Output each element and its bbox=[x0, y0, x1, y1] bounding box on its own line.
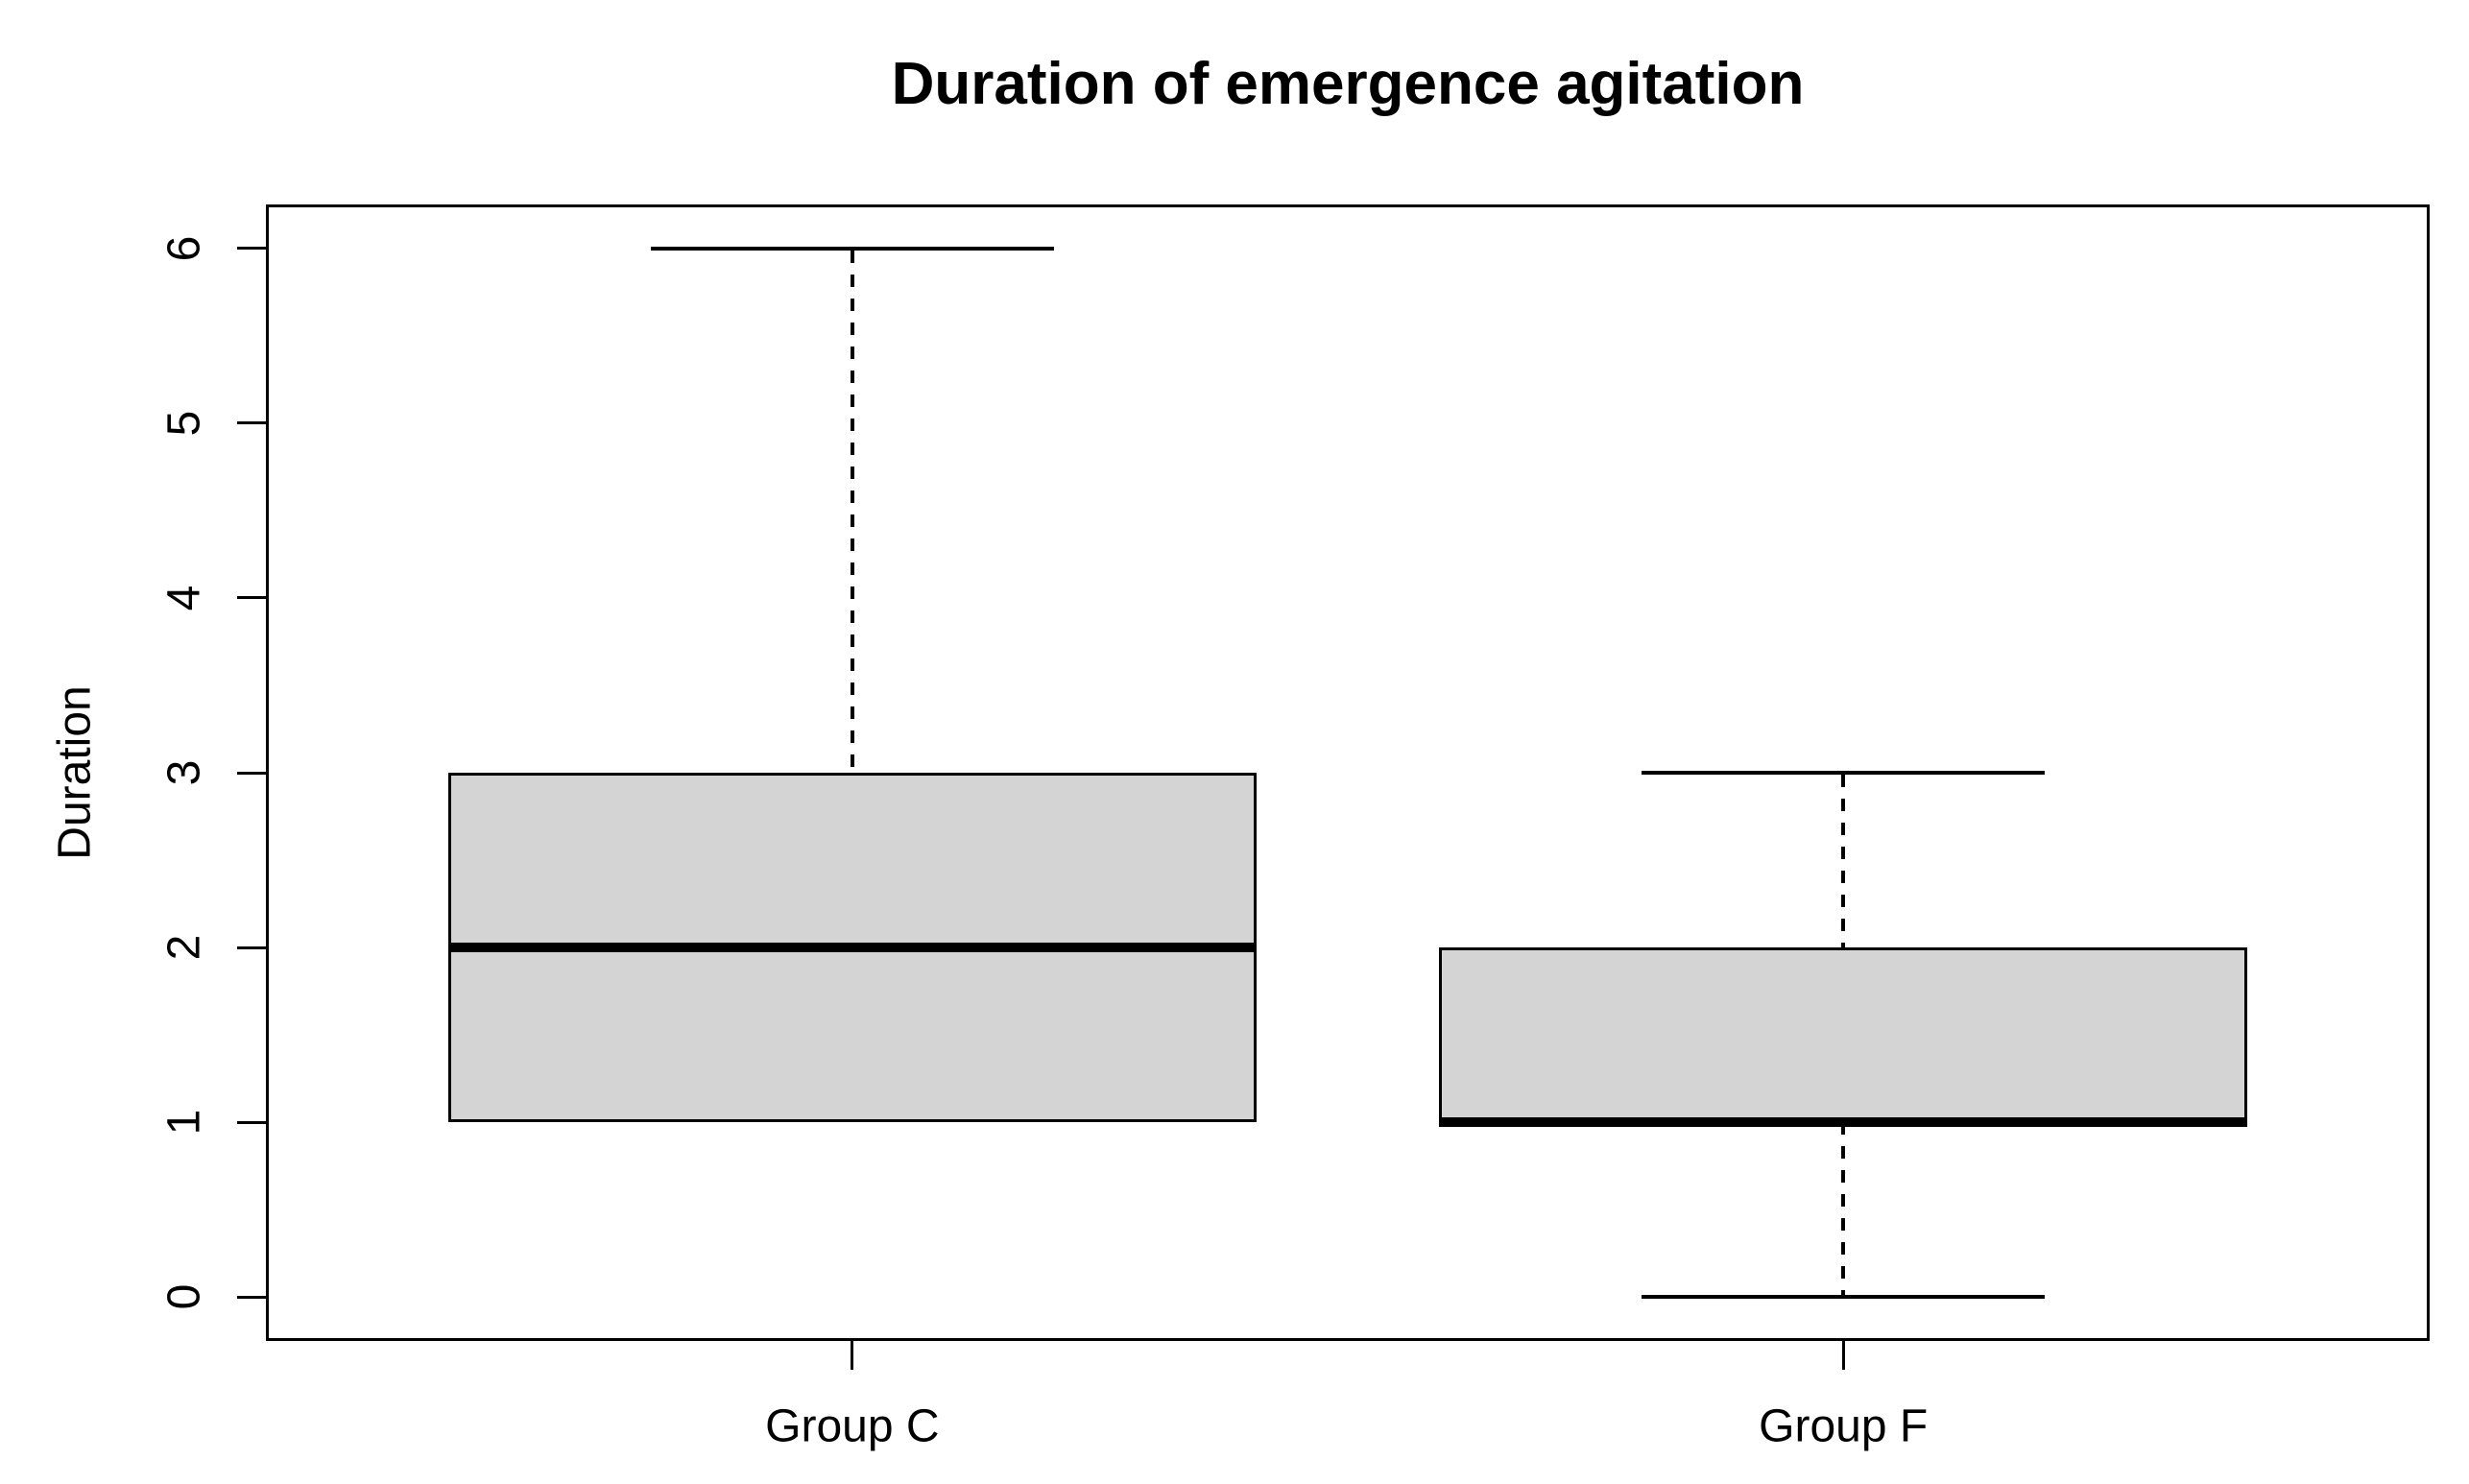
x-tick bbox=[851, 1341, 854, 1370]
y-tick-label: 1 bbox=[158, 1109, 210, 1136]
y-tick-label: 4 bbox=[158, 585, 210, 611]
iqr-box bbox=[1439, 947, 2248, 1123]
y-tick bbox=[237, 945, 266, 949]
y-tick bbox=[237, 1120, 266, 1124]
y-tick-label: 3 bbox=[158, 759, 210, 786]
y-tick-label: 6 bbox=[158, 235, 210, 261]
y-tick-label: 5 bbox=[158, 410, 210, 437]
y-tick-label: 0 bbox=[158, 1284, 210, 1310]
y-tick bbox=[237, 596, 266, 600]
chart-title: Duration of emergence agitation bbox=[891, 51, 1805, 117]
y-tick bbox=[237, 1295, 266, 1299]
y-tick bbox=[237, 771, 266, 775]
x-tick-label: Group F bbox=[1759, 1400, 1929, 1452]
y-axis-label: Duration bbox=[49, 685, 101, 860]
median-line bbox=[447, 943, 1257, 953]
x-tick bbox=[1841, 1341, 1845, 1370]
y-tick bbox=[237, 247, 266, 251]
upper-whisker-cap bbox=[1642, 771, 2046, 775]
upper-whisker-cap bbox=[650, 246, 1054, 251]
median-line bbox=[1439, 1117, 2248, 1128]
y-tick-label: 2 bbox=[158, 934, 210, 961]
y-tick bbox=[237, 421, 266, 425]
upper-whisker bbox=[850, 250, 854, 773]
lower-whisker bbox=[1841, 1122, 1846, 1296]
lower-whisker-cap bbox=[1642, 1295, 2046, 1300]
upper-whisker bbox=[1841, 775, 1846, 948]
x-tick-label: Group C bbox=[765, 1400, 940, 1452]
